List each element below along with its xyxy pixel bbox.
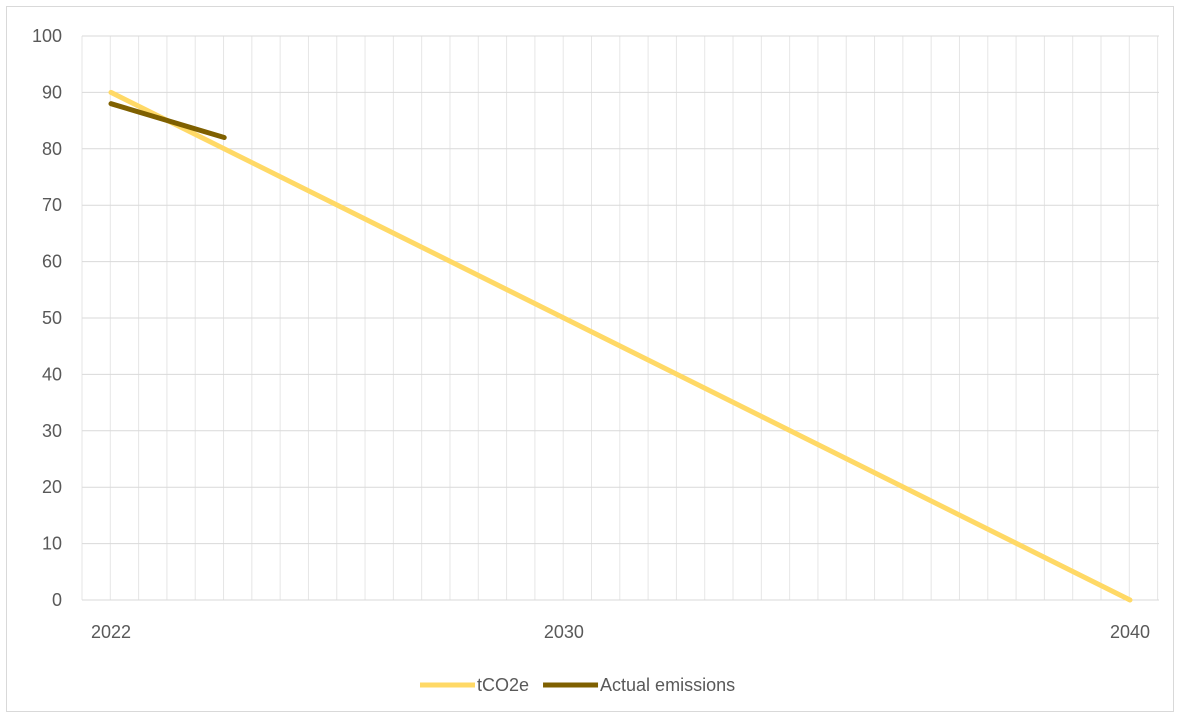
y-tick-label: 100 bbox=[32, 26, 62, 46]
y-tick-label: 40 bbox=[42, 364, 62, 384]
y-axis-tick-labels: 0 10 20 30 40 50 60 70 80 90 100 bbox=[32, 26, 62, 610]
legend: tCO2e Actual emissions bbox=[420, 675, 735, 695]
y-tick-label: 50 bbox=[42, 308, 62, 328]
y-tick-label: 90 bbox=[42, 82, 62, 102]
x-tick-label: 2022 bbox=[91, 622, 131, 642]
chart-container bbox=[6, 6, 1174, 712]
y-tick-label: 20 bbox=[42, 477, 62, 497]
x-tick-label: 2040 bbox=[1110, 622, 1150, 642]
y-tick-label: 10 bbox=[42, 534, 62, 554]
series-line-tco2e bbox=[108, 89, 1133, 603]
x-axis-tick-labels: 2022 2030 2040 bbox=[91, 622, 1150, 642]
y-tick-label: 60 bbox=[42, 252, 62, 272]
y-tick-label: 80 bbox=[42, 139, 62, 159]
legend-label-tco2e: tCO2e bbox=[477, 675, 529, 695]
series-lines bbox=[108, 89, 1133, 603]
x-tick-label: 2030 bbox=[544, 622, 584, 642]
legend-label-actual-emissions: Actual emissions bbox=[600, 675, 735, 695]
y-tick-label: 70 bbox=[42, 195, 62, 215]
y-tick-label: 30 bbox=[42, 421, 62, 441]
horizontal-gridlines bbox=[82, 35, 1159, 601]
series-line-actual-emissions bbox=[108, 101, 227, 141]
y-tick-label: 0 bbox=[52, 590, 62, 610]
